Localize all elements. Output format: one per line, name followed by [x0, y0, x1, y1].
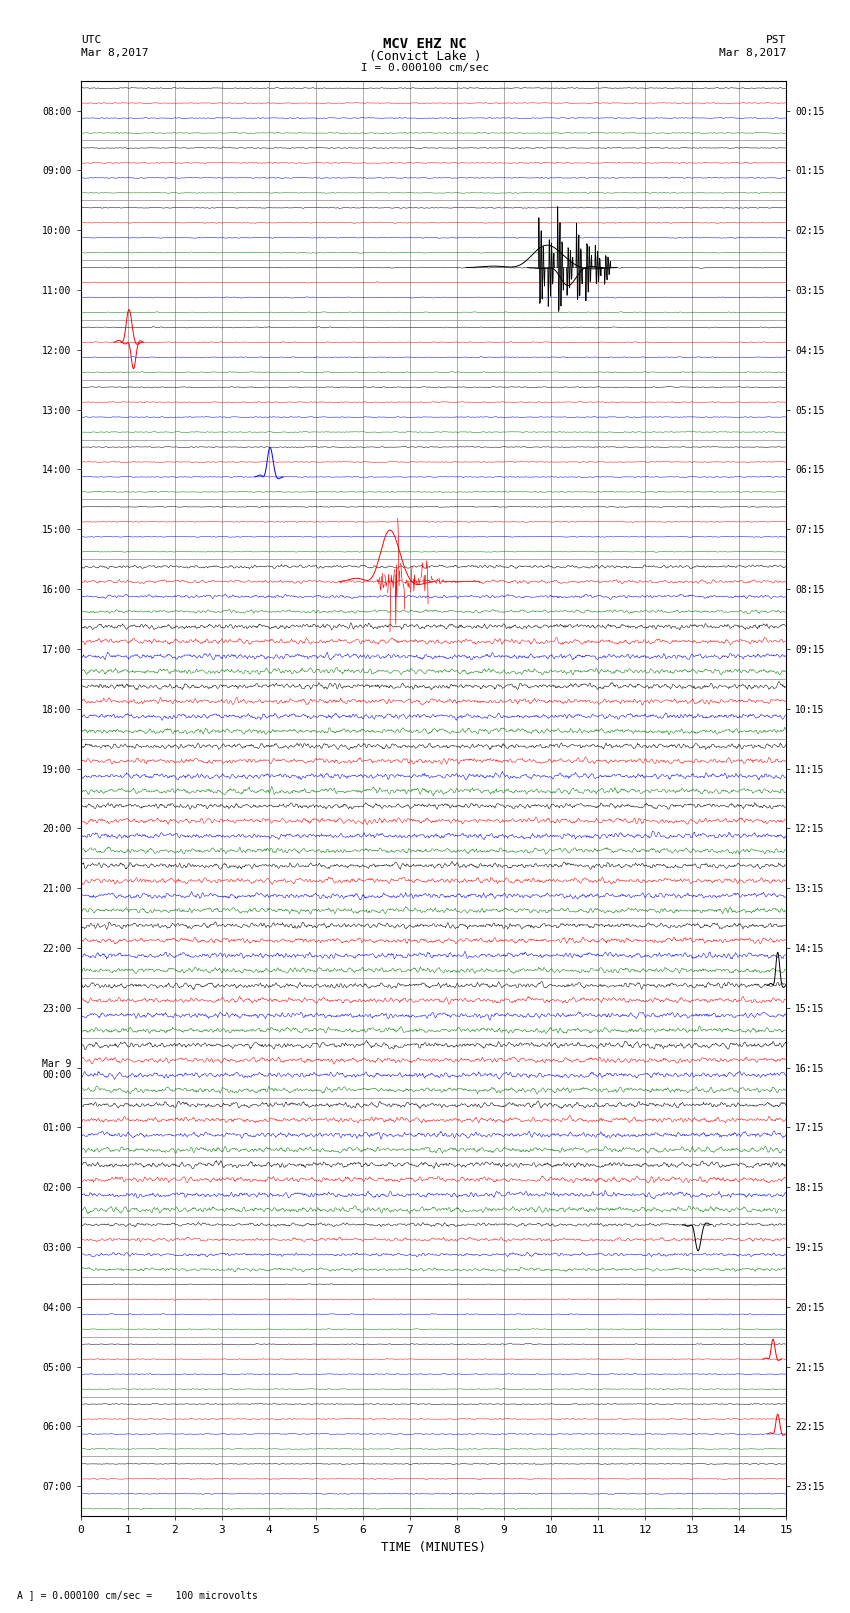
Text: I = 0.000100 cm/sec: I = 0.000100 cm/sec	[361, 63, 489, 73]
Text: UTC: UTC	[81, 35, 101, 45]
Text: Mar 8,2017: Mar 8,2017	[81, 48, 148, 58]
Text: PST: PST	[766, 35, 786, 45]
Text: A ] = 0.000100 cm/sec =    100 microvolts: A ] = 0.000100 cm/sec = 100 microvolts	[17, 1590, 258, 1600]
X-axis label: TIME (MINUTES): TIME (MINUTES)	[381, 1540, 486, 1553]
Text: Mar 8,2017: Mar 8,2017	[719, 48, 786, 58]
Text: (Convict Lake ): (Convict Lake )	[369, 50, 481, 63]
Text: MCV EHZ NC: MCV EHZ NC	[383, 37, 467, 52]
